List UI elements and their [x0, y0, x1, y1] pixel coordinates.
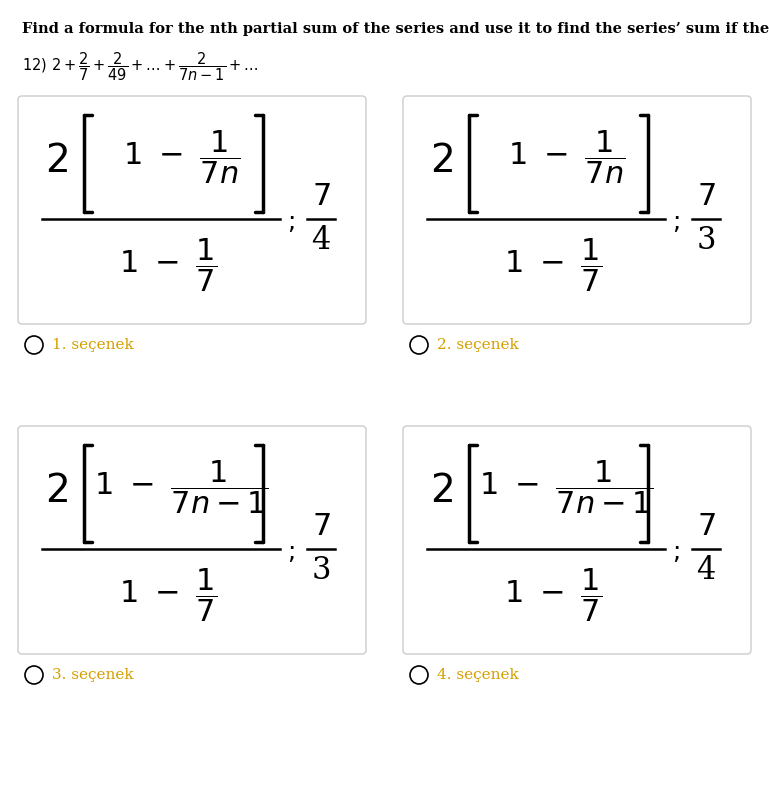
FancyBboxPatch shape	[18, 96, 366, 324]
FancyBboxPatch shape	[403, 426, 751, 654]
Text: $7$: $7$	[311, 181, 331, 212]
Text: 2. seçenek: 2. seçenek	[437, 338, 519, 352]
Text: $1\ -\ \dfrac{1}{7}$: $1\ -\ \dfrac{1}{7}$	[504, 236, 602, 294]
Text: $12)\ 2 + \dfrac{2}{7} + \dfrac{2}{49} + \ldots + \dfrac{2}{7n-1} + \ldots$: $12)\ 2 + \dfrac{2}{7} + \dfrac{2}{49} +…	[22, 50, 259, 83]
Text: 3: 3	[311, 555, 331, 586]
Text: $2$: $2$	[430, 143, 452, 180]
Text: 3: 3	[697, 226, 716, 256]
Text: $2$: $2$	[45, 143, 68, 180]
Text: 4: 4	[697, 555, 716, 586]
Text: $1\ -\ \dfrac{1}{7n}$: $1\ -\ \dfrac{1}{7n}$	[508, 129, 625, 186]
Text: $;$: $;$	[672, 211, 679, 234]
Text: $;$: $;$	[287, 211, 295, 234]
Text: $1\ -\ \dfrac{1}{7n}$: $1\ -\ \dfrac{1}{7n}$	[122, 129, 240, 186]
Text: $7$: $7$	[697, 181, 716, 212]
Text: $1\ -\ \dfrac{1}{7n-1}$: $1\ -\ \dfrac{1}{7n-1}$	[479, 459, 654, 516]
Text: $;$: $;$	[287, 541, 295, 564]
Text: $7$: $7$	[697, 511, 716, 542]
Text: 4. seçenek: 4. seçenek	[437, 668, 519, 682]
Text: $;$: $;$	[672, 541, 679, 564]
FancyBboxPatch shape	[403, 96, 751, 324]
Text: $2$: $2$	[430, 473, 452, 510]
Text: $1\ -\ \dfrac{1}{7}$: $1\ -\ \dfrac{1}{7}$	[119, 567, 218, 624]
Text: 3. seçenek: 3. seçenek	[52, 668, 134, 682]
Text: $1\ -\ \dfrac{1}{7n-1}$: $1\ -\ \dfrac{1}{7n-1}$	[94, 459, 268, 516]
Text: $1\ -\ \dfrac{1}{7}$: $1\ -\ \dfrac{1}{7}$	[119, 236, 218, 294]
Text: $2$: $2$	[45, 473, 68, 510]
FancyBboxPatch shape	[18, 426, 366, 654]
Text: 4: 4	[311, 226, 331, 256]
Text: $1\ -\ \dfrac{1}{7}$: $1\ -\ \dfrac{1}{7}$	[504, 567, 602, 624]
Text: $7$: $7$	[311, 511, 331, 542]
Text: Find a formula for the nth partial sum of the series and use it to find the seri: Find a formula for the nth partial sum o…	[22, 22, 769, 36]
Text: 1. seçenek: 1. seçenek	[52, 338, 134, 352]
